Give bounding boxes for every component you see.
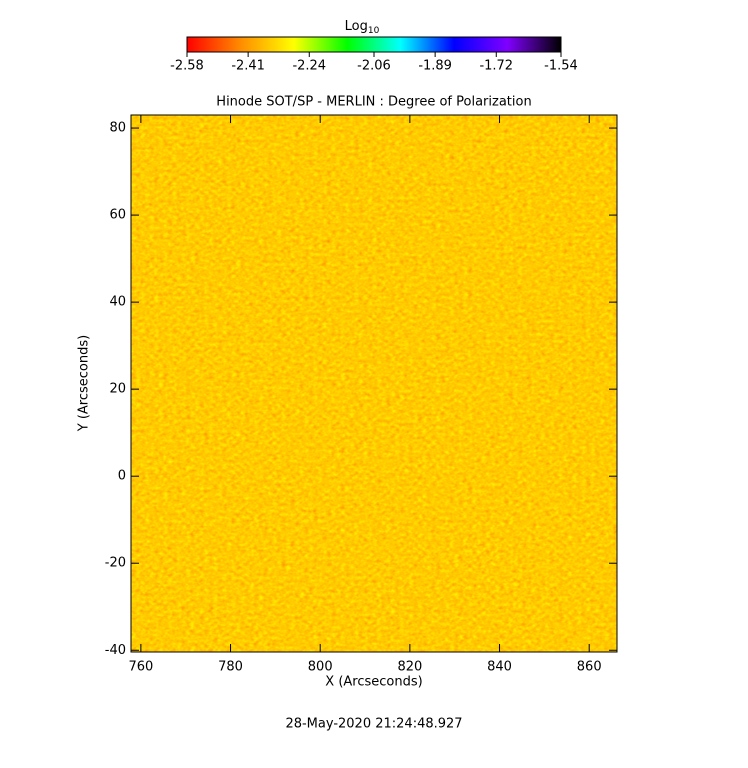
x-axis-label: X (Arcseconds) <box>325 675 422 690</box>
colorbar <box>186 36 562 53</box>
x-tick-label: 800 <box>308 660 333 675</box>
chart-title: Hinode SOT/SP - MERLIN : Degree of Polar… <box>216 95 531 110</box>
footer-date: 28-May-2020 21:24:48.927 <box>285 717 462 732</box>
polarization-map <box>131 115 617 652</box>
plot-frame <box>130 114 618 653</box>
y-tick-label: 40 <box>109 295 126 310</box>
y-tick-label: -40 <box>105 643 126 658</box>
colorbar-tick-label: -2.58 <box>170 59 204 74</box>
x-tick-label: 860 <box>577 660 602 675</box>
colorbar-tick-label: -2.06 <box>357 59 391 74</box>
colorbar-tick-label: -2.41 <box>231 59 265 74</box>
x-tick-label: 760 <box>128 660 153 675</box>
y-axis-label: Y (Arcseconds) <box>77 335 92 432</box>
colorbar-tick-label: -1.72 <box>479 59 513 74</box>
y-tick-label: 60 <box>109 208 126 223</box>
x-tick-label: 840 <box>487 660 512 675</box>
colorbar-tick-label: -1.89 <box>418 59 452 74</box>
colorbar-tick-label: -1.54 <box>544 59 578 74</box>
colorbar-tick-label: -2.24 <box>292 59 326 74</box>
y-tick-label: -20 <box>105 556 126 571</box>
x-tick-label: 780 <box>218 660 243 675</box>
y-tick-label: 80 <box>109 121 126 136</box>
y-tick-label: 20 <box>109 382 126 397</box>
y-tick-label: 0 <box>118 469 126 484</box>
x-tick-label: 820 <box>397 660 422 675</box>
colorbar-label: Log10 <box>345 19 380 36</box>
